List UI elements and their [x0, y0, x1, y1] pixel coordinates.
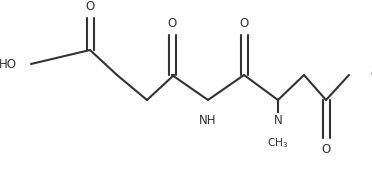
Text: NH: NH	[199, 114, 217, 127]
Text: O: O	[167, 17, 177, 30]
Text: CH$_3$: CH$_3$	[267, 136, 289, 150]
Text: O: O	[321, 143, 331, 156]
Text: O: O	[86, 0, 94, 13]
Text: O: O	[239, 17, 248, 30]
Text: N: N	[274, 114, 282, 127]
Text: HO: HO	[0, 58, 17, 71]
Text: O     CH$_3$: O CH$_3$	[370, 67, 372, 83]
